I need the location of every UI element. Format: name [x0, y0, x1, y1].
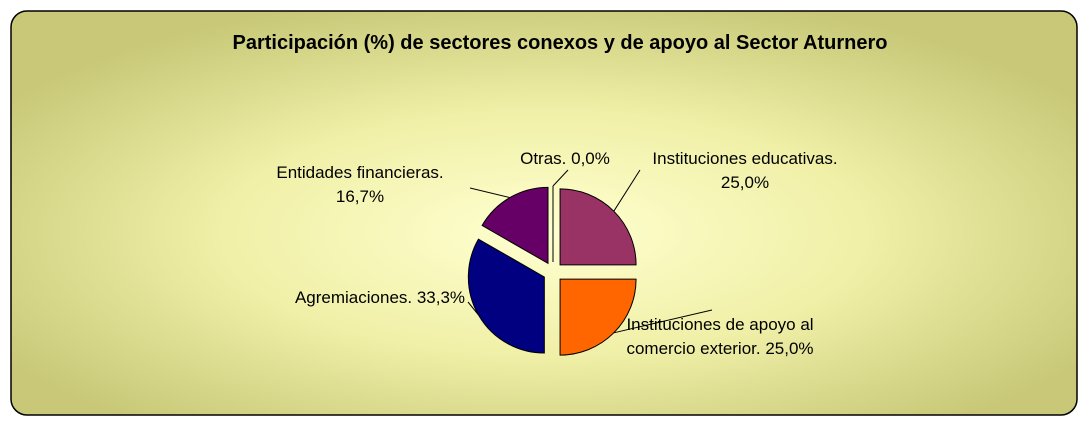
pie-slice	[559, 188, 637, 266]
leader-line	[552, 169, 569, 187]
chart-title: Participación (%) de sectores conexos y …	[232, 32, 888, 54]
leader-line	[613, 309, 713, 334]
data-label: Otras. 0,0%	[520, 149, 610, 168]
pie-slice	[481, 186, 549, 265]
leader-line	[469, 187, 511, 199]
data-label: Agremiaciones. 33,3%	[294, 288, 466, 307]
data-label: Instituciones de apoyo al comercio exter…	[626, 315, 814, 358]
data-label: Entidades financieras. 16,7%	[276, 163, 444, 206]
pie-slice	[559, 278, 637, 356]
pie-slice	[467, 238, 545, 354]
data-label: Instituciones educativas. 25,0%	[652, 149, 838, 192]
leader-line	[467, 301, 479, 316]
leader-line	[613, 169, 641, 212]
